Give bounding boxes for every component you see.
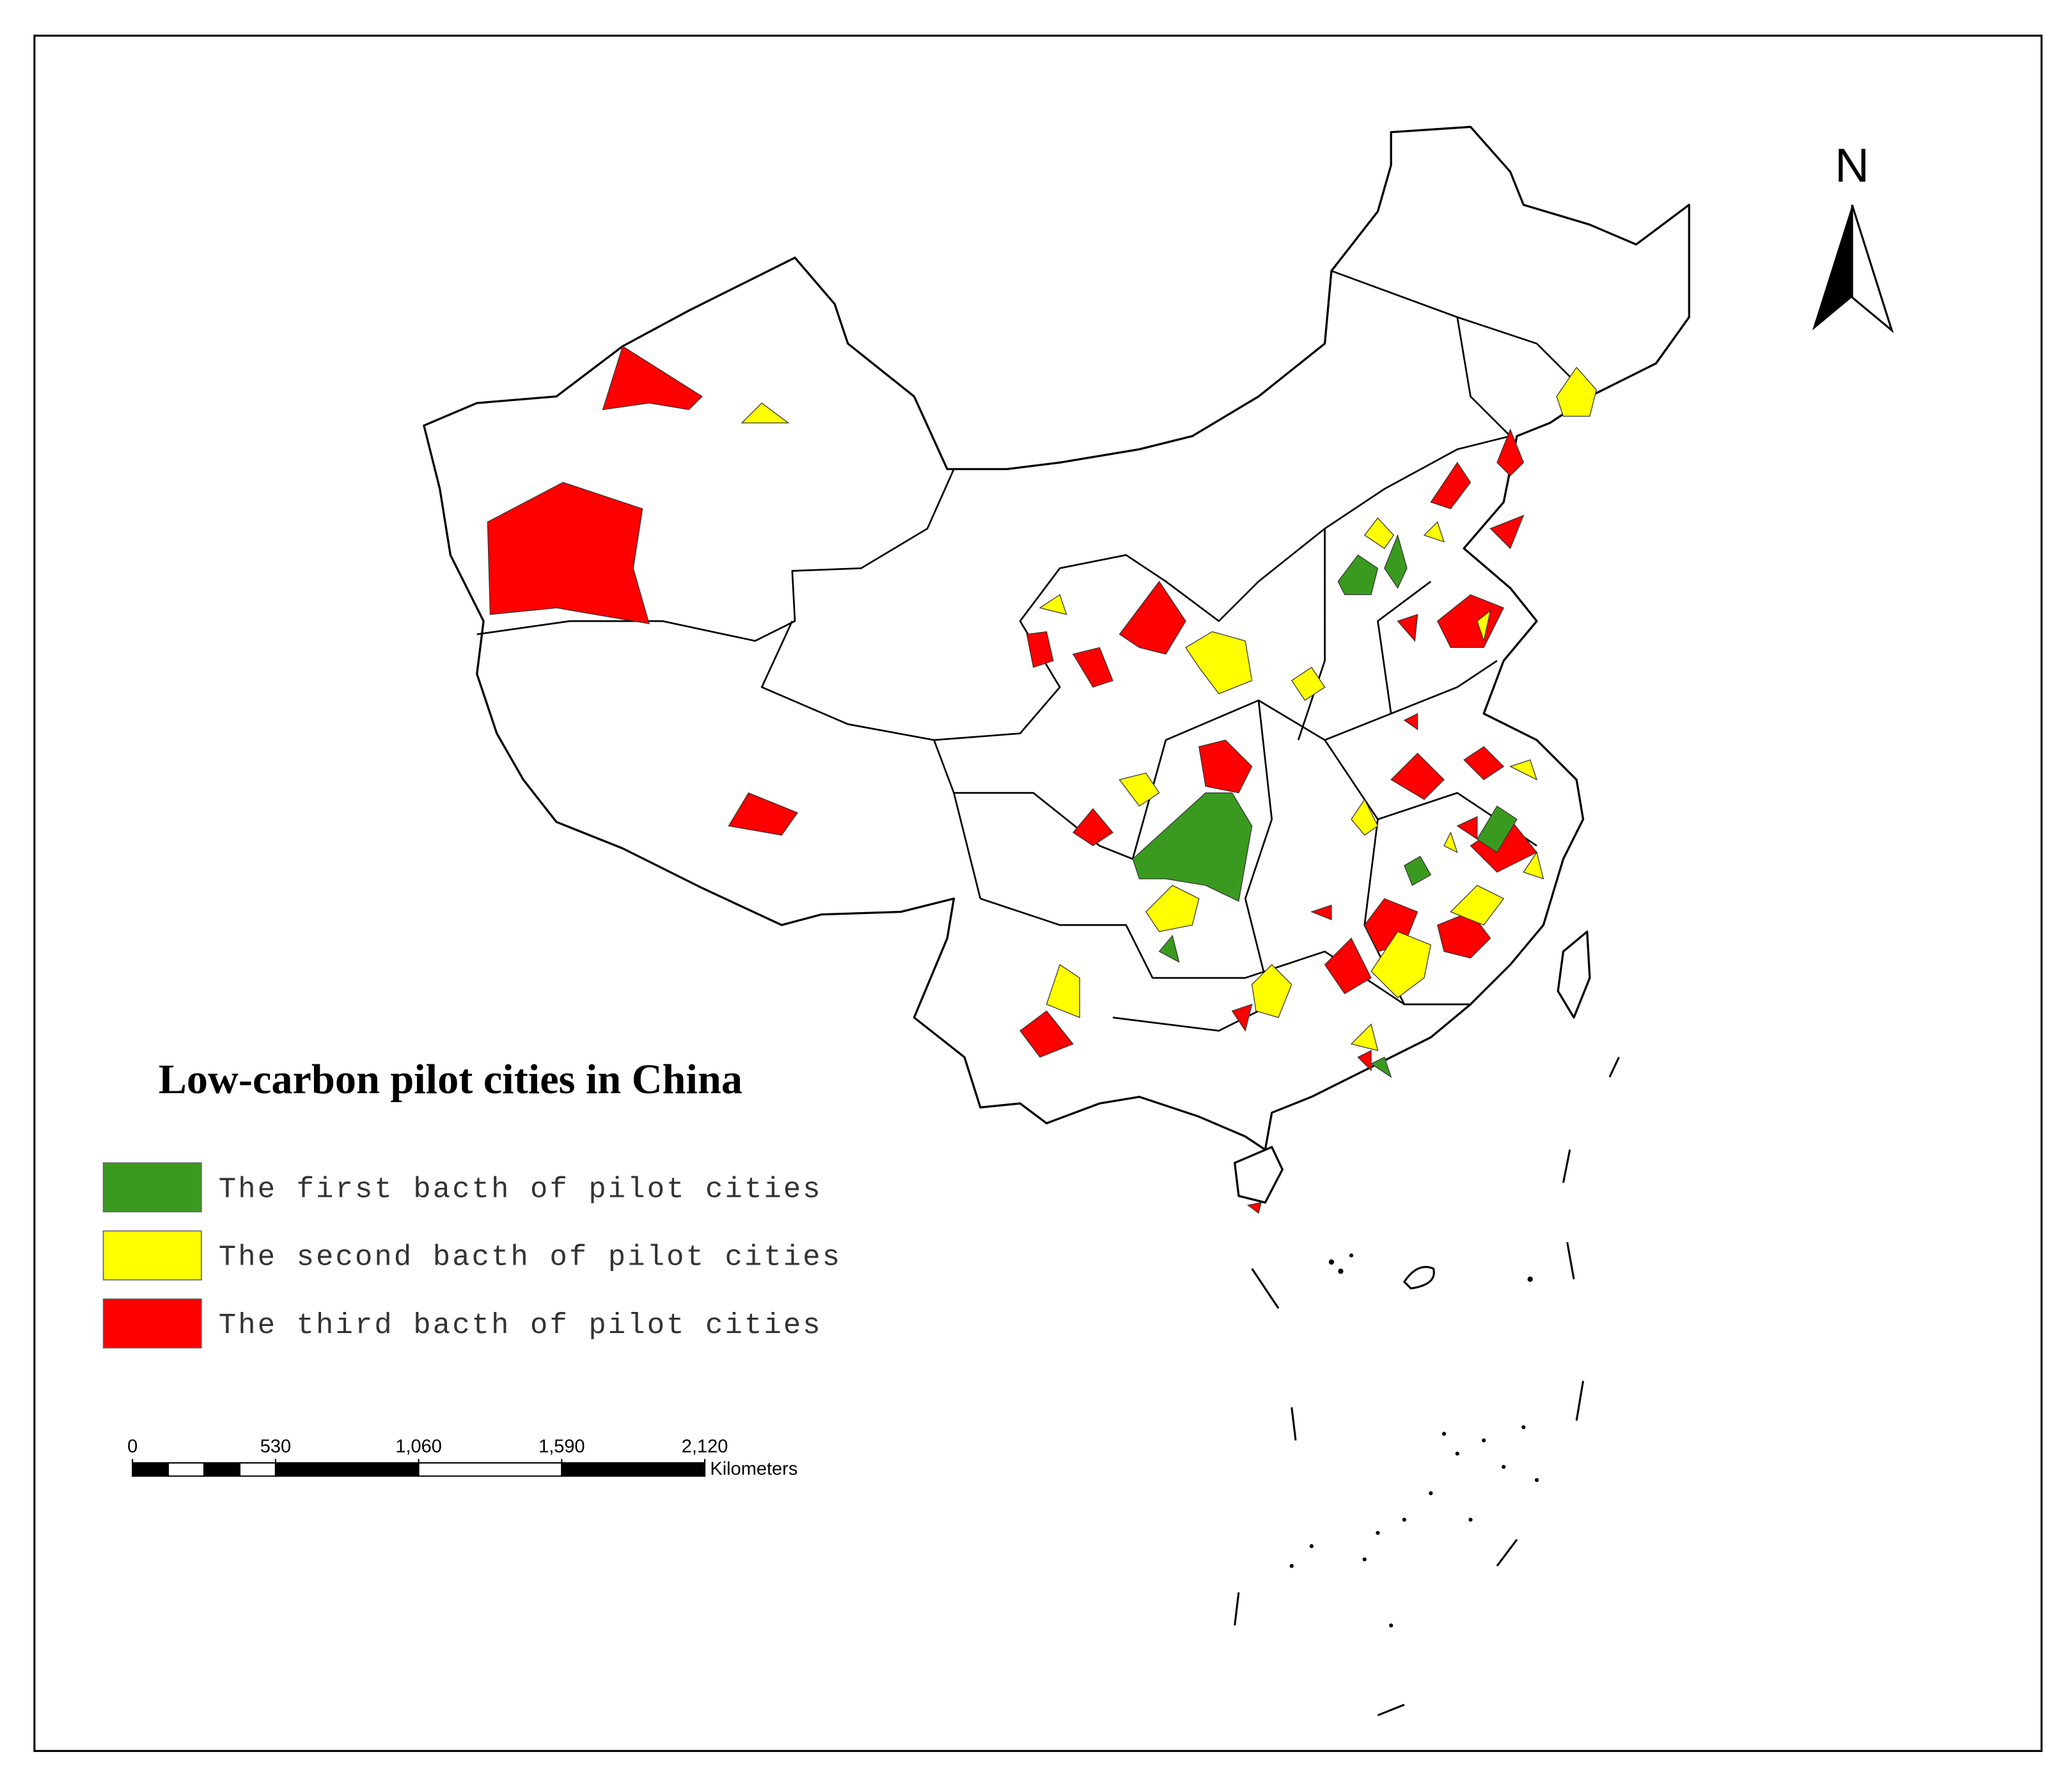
city-patch bbox=[1357, 1050, 1372, 1071]
scale-bar: 0 530 1,060 1,590 2,120 Kilometers bbox=[127, 1436, 797, 1479]
legend-label: The first bacth of pilot cities bbox=[219, 1172, 822, 1206]
province-border bbox=[476, 468, 955, 642]
province-border bbox=[954, 659, 1498, 860]
city-patch bbox=[1145, 885, 1200, 933]
legend-swatch bbox=[102, 1162, 202, 1213]
city-patch bbox=[1390, 752, 1445, 800]
city-patch bbox=[487, 482, 650, 624]
country-outline bbox=[423, 125, 1690, 1151]
city-patch bbox=[1523, 851, 1544, 880]
province-border bbox=[1331, 270, 1590, 437]
scale-tick-label: 1,060 bbox=[395, 1436, 442, 1456]
scale-segment bbox=[418, 1462, 563, 1477]
province-border bbox=[760, 620, 982, 899]
scale-tick-label: 2,120 bbox=[682, 1436, 728, 1456]
city-patch bbox=[1291, 667, 1326, 701]
city-patch bbox=[1026, 631, 1054, 668]
city-patch bbox=[1397, 613, 1418, 642]
city-patch bbox=[1403, 713, 1418, 730]
scale-segment bbox=[561, 1462, 706, 1477]
city-patch bbox=[1443, 831, 1458, 853]
scale-tick-label: 1,590 bbox=[538, 1436, 585, 1456]
legend-swatch bbox=[102, 1230, 202, 1281]
city-patch bbox=[1463, 746, 1505, 780]
province-border bbox=[980, 897, 1471, 1006]
city-patch bbox=[1118, 580, 1186, 655]
city-patch bbox=[1046, 964, 1080, 1018]
city-patch bbox=[1132, 792, 1253, 902]
city-patch bbox=[1324, 937, 1372, 995]
city-patch bbox=[1185, 631, 1253, 695]
city-patch bbox=[1350, 1023, 1379, 1052]
map-title: Low-carbon pilot cities in China bbox=[159, 1056, 742, 1103]
pilot-cities bbox=[487, 345, 1597, 1214]
city-patch bbox=[1509, 759, 1538, 781]
city-patch bbox=[1310, 904, 1332, 920]
city-patch bbox=[1118, 772, 1160, 807]
scale-segment bbox=[132, 1462, 169, 1477]
city-patch bbox=[1496, 428, 1525, 477]
city-patch bbox=[1252, 964, 1292, 1018]
province-border bbox=[934, 435, 1511, 741]
city-patch bbox=[1456, 816, 1478, 841]
city-patch bbox=[1351, 798, 1379, 836]
city-patch bbox=[1039, 594, 1067, 615]
city-patch bbox=[1477, 609, 1491, 643]
scale-unit: Kilometers bbox=[710, 1459, 797, 1480]
city-patch bbox=[1436, 594, 1505, 648]
city-patch bbox=[1370, 1056, 1392, 1078]
legend-swatch bbox=[102, 1298, 202, 1349]
city-patch bbox=[1072, 647, 1113, 688]
legend-label: The third bacth of pilot cities bbox=[219, 1309, 822, 1342]
city-patch bbox=[1158, 935, 1180, 963]
province-border bbox=[1112, 700, 1273, 1032]
legend-label: The second bacth of pilot cities bbox=[219, 1241, 842, 1274]
scale-segment bbox=[203, 1462, 240, 1477]
maritime-lines bbox=[1234, 1057, 1620, 1717]
city-patch bbox=[1556, 367, 1597, 417]
city-patch bbox=[1370, 931, 1432, 999]
city-patch bbox=[602, 345, 703, 411]
city-patch bbox=[1231, 1004, 1253, 1032]
north-arrow bbox=[1851, 204, 1894, 334]
island bbox=[1234, 1146, 1283, 1204]
legend: The first bacth of pilot cities The secon… bbox=[102, 1162, 842, 1349]
city-patch bbox=[1430, 461, 1472, 510]
city-patch bbox=[1404, 855, 1432, 887]
island bbox=[1557, 930, 1591, 1019]
city-patch bbox=[1072, 808, 1114, 846]
city-patch bbox=[1423, 521, 1445, 543]
islands bbox=[1289, 1253, 1539, 1628]
scale-segment bbox=[239, 1462, 276, 1477]
north-label: N bbox=[1835, 139, 1869, 192]
city-patch bbox=[1246, 1202, 1262, 1214]
scale-segment bbox=[168, 1462, 205, 1477]
city-patch bbox=[1019, 1010, 1074, 1058]
city-patch bbox=[1384, 533, 1408, 589]
city-patch bbox=[1489, 514, 1525, 549]
city-patch bbox=[741, 402, 790, 423]
province-border bbox=[1297, 528, 1432, 741]
city-patch bbox=[1363, 517, 1395, 549]
scale-tick-label: 530 bbox=[260, 1436, 291, 1456]
city-patch bbox=[1198, 739, 1253, 794]
city-patch bbox=[1337, 554, 1379, 596]
city-patch bbox=[728, 792, 799, 836]
scale-tick-label: 0 bbox=[127, 1436, 137, 1456]
scale-segment bbox=[274, 1462, 420, 1477]
city-patch bbox=[1450, 885, 1505, 926]
city-patch bbox=[1477, 805, 1518, 853]
